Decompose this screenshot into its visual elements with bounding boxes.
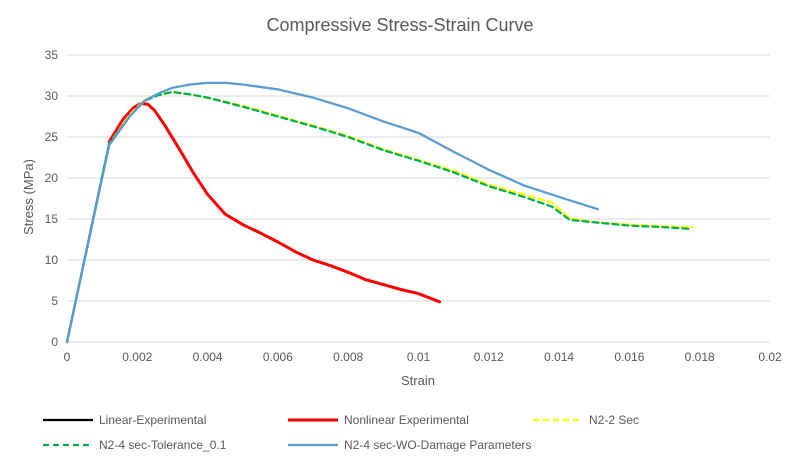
x-tick-label: 0.016 bbox=[614, 350, 644, 364]
legend: Linear-Experimental Nonlinear Experimenta… bbox=[43, 413, 639, 452]
legend-label-1: Nonlinear Experimental bbox=[344, 413, 469, 427]
legend-label-0: Linear-Experimental bbox=[99, 413, 206, 427]
x-axis-label: Strain bbox=[401, 373, 435, 388]
x-tick-label: 0.006 bbox=[263, 350, 293, 364]
y-tick-label: 15 bbox=[45, 212, 59, 226]
x-tick-label: 0.012 bbox=[474, 350, 504, 364]
legend-label-2: N2-2 Sec bbox=[589, 413, 639, 427]
y-tick-label: 20 bbox=[45, 171, 59, 185]
y-tick-label: 0 bbox=[51, 335, 58, 349]
series-line-2 bbox=[65, 90, 694, 344]
gridlines bbox=[67, 54, 770, 302]
x-tick-label: 0.01 bbox=[407, 350, 431, 364]
x-tick-label: 0.018 bbox=[685, 350, 715, 364]
y-tick-label: 10 bbox=[45, 253, 59, 267]
series-line-1 bbox=[107, 101, 442, 304]
series-line-3 bbox=[65, 90, 691, 344]
x-tick-label: 0 bbox=[64, 350, 71, 364]
y-tick-label: 25 bbox=[45, 130, 59, 144]
y-tick-label: 30 bbox=[45, 89, 59, 103]
legend-label-3: N2-4 sec-Tolerance_0.1 bbox=[99, 438, 227, 452]
x-tick-label: 0.008 bbox=[333, 350, 363, 364]
axes: 0 5 10 15 20 25 30 35 0 0.002 0.004 0.006 0.008 0.01 0… bbox=[45, 48, 782, 364]
y-tick-label: 35 bbox=[45, 48, 59, 62]
x-tick-label: 0.014 bbox=[544, 350, 574, 364]
x-tick-label: 0.004 bbox=[193, 350, 223, 364]
legend-label-4: N2-4 sec-WO-Damage Parameters bbox=[344, 438, 531, 452]
y-axis-label: Stress (MPa) bbox=[21, 159, 36, 235]
series-line-4 bbox=[65, 81, 599, 344]
chart-title: Compressive Stress-Strain Curve bbox=[266, 15, 533, 35]
x-tick-label: 0.02 bbox=[758, 350, 782, 364]
series-lines bbox=[65, 81, 694, 344]
y-tick-label: 5 bbox=[51, 294, 58, 308]
x-tick-label: 0.002 bbox=[122, 350, 152, 364]
